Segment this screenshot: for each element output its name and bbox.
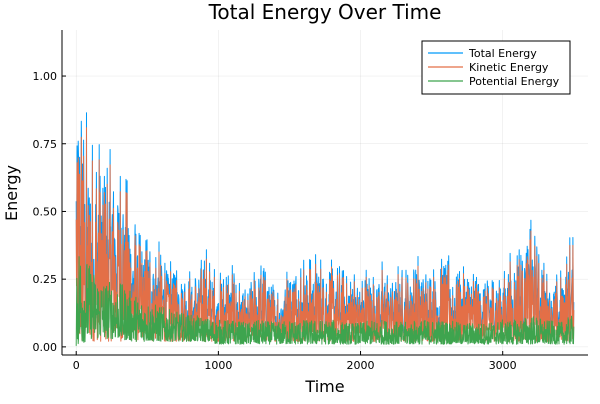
x-tick-label: 0 <box>73 359 80 372</box>
series-group <box>75 112 575 346</box>
y-tick-label: 1.00 <box>33 70 58 83</box>
legend-label: Potential Energy <box>469 75 560 88</box>
y-tick-label: 0.25 <box>33 273 58 286</box>
chart-title: Total Energy Over Time <box>208 0 442 24</box>
x-axis-label: Time <box>304 377 344 396</box>
y-tick-label: 0.75 <box>33 138 58 151</box>
axes <box>61 30 588 356</box>
y-axis-label: Energy <box>2 165 21 221</box>
y-tick-label: 0.00 <box>33 341 58 354</box>
x-tick-label: 3000 <box>489 359 517 372</box>
ticks: 0 1000 2000 3000 0.00 0.25 0.50 0.75 1.00 <box>33 70 517 372</box>
x-tick-label: 2000 <box>347 359 375 372</box>
x-tick-label: 1000 <box>204 359 232 372</box>
y-tick-label: 0.50 <box>33 205 58 218</box>
series-line-potential-energy <box>75 256 575 346</box>
legend-label: Kinetic Energy <box>469 61 549 74</box>
legend-label: Total Energy <box>468 47 537 60</box>
